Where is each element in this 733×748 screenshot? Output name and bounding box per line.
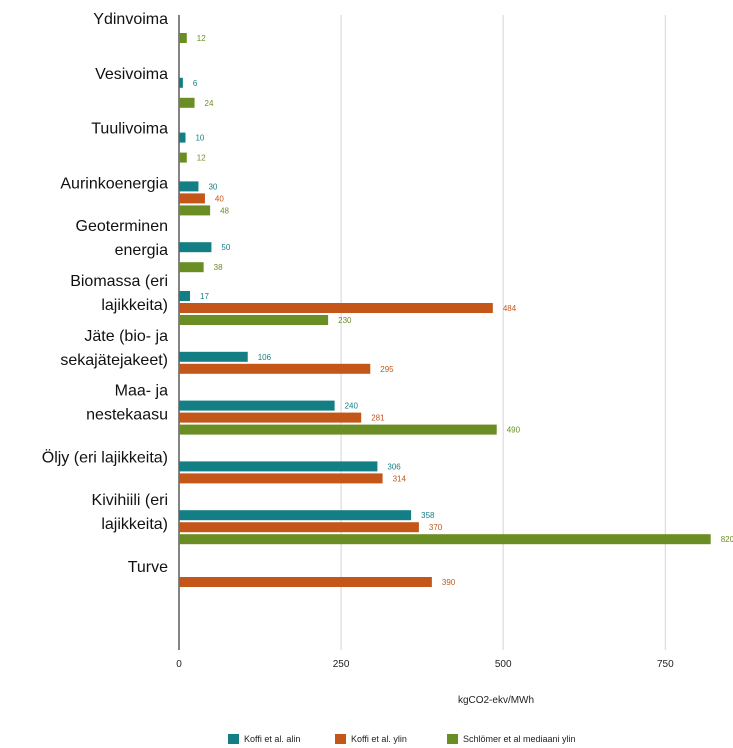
legend-label: Koffi et al. alin bbox=[244, 734, 300, 744]
x-tick-label: 0 bbox=[176, 659, 182, 670]
legend-swatch bbox=[228, 734, 239, 744]
legend-swatch bbox=[335, 734, 346, 744]
legend-label: Koffi et al. ylin bbox=[351, 734, 407, 744]
category-label-line: Geoterminen bbox=[76, 218, 169, 235]
bar bbox=[179, 315, 329, 325]
data-label: 10 bbox=[195, 134, 204, 143]
x-tick-label: 250 bbox=[333, 659, 350, 670]
bar bbox=[179, 152, 187, 163]
category-label-line: Maa- ja bbox=[115, 383, 168, 400]
category-label: Ydinvoima bbox=[93, 11, 168, 28]
category-label-line: Kivihiili (eri bbox=[92, 492, 168, 509]
data-label: 484 bbox=[503, 304, 517, 313]
category-label: Jäte (bio- ja sekajätejakeet) bbox=[60, 328, 168, 369]
data-label: 358 bbox=[421, 511, 435, 520]
category-label-line: energia bbox=[115, 242, 168, 259]
grid-lines bbox=[178, 15, 666, 650]
legend-label: Schlömer et al mediaani ylin bbox=[463, 734, 576, 744]
data-label: 230 bbox=[338, 316, 352, 325]
bar bbox=[179, 400, 335, 411]
data-label: 6 bbox=[193, 79, 198, 88]
bar bbox=[179, 77, 183, 88]
data-label: 281 bbox=[371, 414, 385, 423]
bar bbox=[179, 577, 432, 587]
category-label-line: sekajätejakeet) bbox=[60, 352, 168, 369]
legend-swatch bbox=[447, 734, 458, 744]
bar bbox=[179, 303, 493, 313]
x-axis-ticks: 0 250 500 750 bbox=[176, 659, 674, 670]
bar bbox=[179, 351, 248, 362]
category-label-line: lajikkeita) bbox=[101, 516, 168, 533]
data-label: 240 bbox=[345, 402, 359, 411]
bar bbox=[179, 412, 362, 423]
category-label-line: Jäte (bio- ja bbox=[84, 328, 168, 345]
data-label: 306 bbox=[387, 462, 401, 471]
bar bbox=[179, 181, 199, 192]
bar bbox=[179, 262, 204, 273]
bar bbox=[179, 242, 212, 253]
bar bbox=[179, 534, 711, 545]
legend-item: Schlömer et al mediaani ylin bbox=[447, 734, 576, 744]
bar bbox=[179, 424, 497, 435]
data-label: 370 bbox=[429, 523, 443, 532]
data-label: 17 bbox=[200, 292, 209, 301]
category-label: Aurinkoenergia bbox=[60, 175, 168, 192]
category-label: Biomassa (eri lajikkeita) bbox=[70, 273, 168, 314]
data-label: 295 bbox=[380, 365, 394, 374]
data-label: 40 bbox=[215, 194, 224, 203]
bar bbox=[179, 510, 412, 521]
bar bbox=[179, 205, 211, 216]
bar bbox=[179, 132, 186, 143]
bar bbox=[179, 97, 195, 108]
data-label: 106 bbox=[258, 353, 272, 362]
x-tick-label: 500 bbox=[495, 659, 512, 670]
category-label-line: nestekaasu bbox=[86, 407, 168, 424]
category-labels: Ydinvoima Vesivoima Tuulivoima Aurinkoenerg… bbox=[42, 11, 168, 576]
bar bbox=[179, 522, 419, 533]
x-axis-title: kgCO2-ekv/MWh bbox=[458, 695, 534, 706]
legend-item: Koffi et al. ylin bbox=[335, 734, 407, 744]
data-label: 390 bbox=[442, 578, 456, 587]
bar bbox=[179, 193, 205, 204]
data-label: 820 bbox=[721, 535, 733, 544]
bar bbox=[179, 363, 371, 374]
category-label: Geoterminen energia bbox=[76, 218, 169, 259]
category-label: Kivihiili (eri lajikkeita) bbox=[92, 492, 168, 533]
legend-item: Koffi et al. alin bbox=[228, 734, 300, 744]
bar bbox=[179, 33, 187, 43]
data-label: 38 bbox=[214, 263, 223, 272]
bar bbox=[179, 461, 378, 472]
category-label: Maa- ja nestekaasu bbox=[86, 383, 168, 424]
category-label: Tuulivoima bbox=[91, 121, 168, 138]
legend: Koffi et al. alin Koffi et al. ylin Schlöm… bbox=[228, 734, 576, 744]
data-label: 30 bbox=[208, 182, 217, 191]
data-label: 24 bbox=[205, 99, 214, 108]
category-label-line: Biomassa (eri bbox=[70, 273, 168, 290]
category-label: Turve bbox=[128, 559, 168, 576]
data-label: 48 bbox=[220, 206, 229, 215]
data-label: 12 bbox=[197, 34, 206, 43]
category-label-line: lajikkeita) bbox=[101, 297, 168, 314]
category-label: Vesivoima bbox=[95, 66, 168, 83]
bars: 12 6 24 10 12 30 40 48 50 38 17 484 230 106 295 240 281 4… bbox=[179, 33, 733, 587]
data-label: 490 bbox=[507, 426, 521, 435]
data-label: 50 bbox=[221, 243, 230, 252]
bar bbox=[179, 473, 383, 484]
bar bbox=[179, 291, 191, 301]
data-label: 314 bbox=[393, 474, 407, 483]
x-tick-label: 750 bbox=[657, 659, 674, 670]
data-label: 12 bbox=[197, 154, 206, 163]
category-label: Öljy (eri lajikkeita) bbox=[42, 448, 168, 466]
